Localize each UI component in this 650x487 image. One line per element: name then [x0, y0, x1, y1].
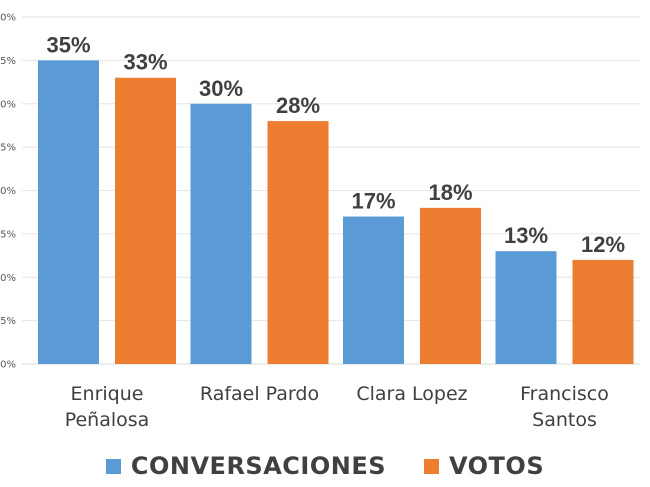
- y-tick-label: 10%: [0, 273, 16, 284]
- bar-votos-0: [115, 77, 176, 364]
- legend-swatch-conversaciones: [105, 458, 121, 474]
- bar-votos-1: [267, 121, 329, 364]
- legend-label-votos: VOTOS: [449, 452, 545, 480]
- y-tick-label: 5%: [0, 316, 16, 327]
- category-label: Enrique: [71, 383, 144, 405]
- y-tick-label: 0%: [0, 360, 16, 371]
- data-label: 17%: [351, 189, 395, 214]
- data-label: 28%: [276, 93, 320, 118]
- data-label: 33%: [123, 50, 167, 75]
- data-label: 12%: [581, 232, 625, 257]
- bar-votos-3: [572, 259, 634, 364]
- bar-conversaciones-0: [38, 60, 99, 364]
- y-tick-label: 35%: [0, 56, 16, 67]
- data-labels: 35% 33% 30% 28% 17% 18% 13% 12%: [46, 32, 625, 257]
- legend-item-conversaciones: CONVERSACIONES: [105, 452, 386, 480]
- data-label: 13%: [504, 223, 548, 248]
- y-tick-label: 25%: [0, 143, 16, 154]
- category-label: Peñalosa: [65, 409, 150, 431]
- data-label: 35%: [46, 32, 90, 57]
- category-label: Rafael Pardo: [200, 383, 319, 405]
- legend: CONVERSACIONES VOTOS: [0, 448, 650, 484]
- bars: [38, 60, 634, 364]
- y-tick-label: 40%: [0, 13, 16, 24]
- legend-label-conversaciones: CONVERSACIONES: [130, 452, 386, 480]
- y-tick-label: 15%: [0, 229, 16, 240]
- category-label: Clara Lopez: [356, 383, 467, 405]
- category-label: Santos: [532, 409, 597, 431]
- data-label: 30%: [199, 76, 243, 101]
- y-axis-tick-labels: 0% 5% 10% 15% 20% 25% 30% 35% 40%: [0, 13, 16, 371]
- bar-conversaciones-3: [495, 251, 557, 364]
- bar-votos-2: [420, 207, 481, 364]
- legend-swatch-votos: [424, 458, 439, 474]
- bar-conversaciones-2: [343, 216, 404, 364]
- bar-conversaciones-1: [190, 103, 252, 364]
- y-tick-label: 30%: [0, 99, 16, 110]
- y-tick-label: 20%: [0, 186, 16, 197]
- data-label: 18%: [428, 180, 472, 205]
- legend-item-votos: VOTOS: [424, 452, 544, 480]
- category-label: Francisco: [520, 383, 609, 405]
- x-axis-category-labels: Enrique Peñalosa Rafael Pardo Clara Lopez Fr…: [65, 383, 609, 431]
